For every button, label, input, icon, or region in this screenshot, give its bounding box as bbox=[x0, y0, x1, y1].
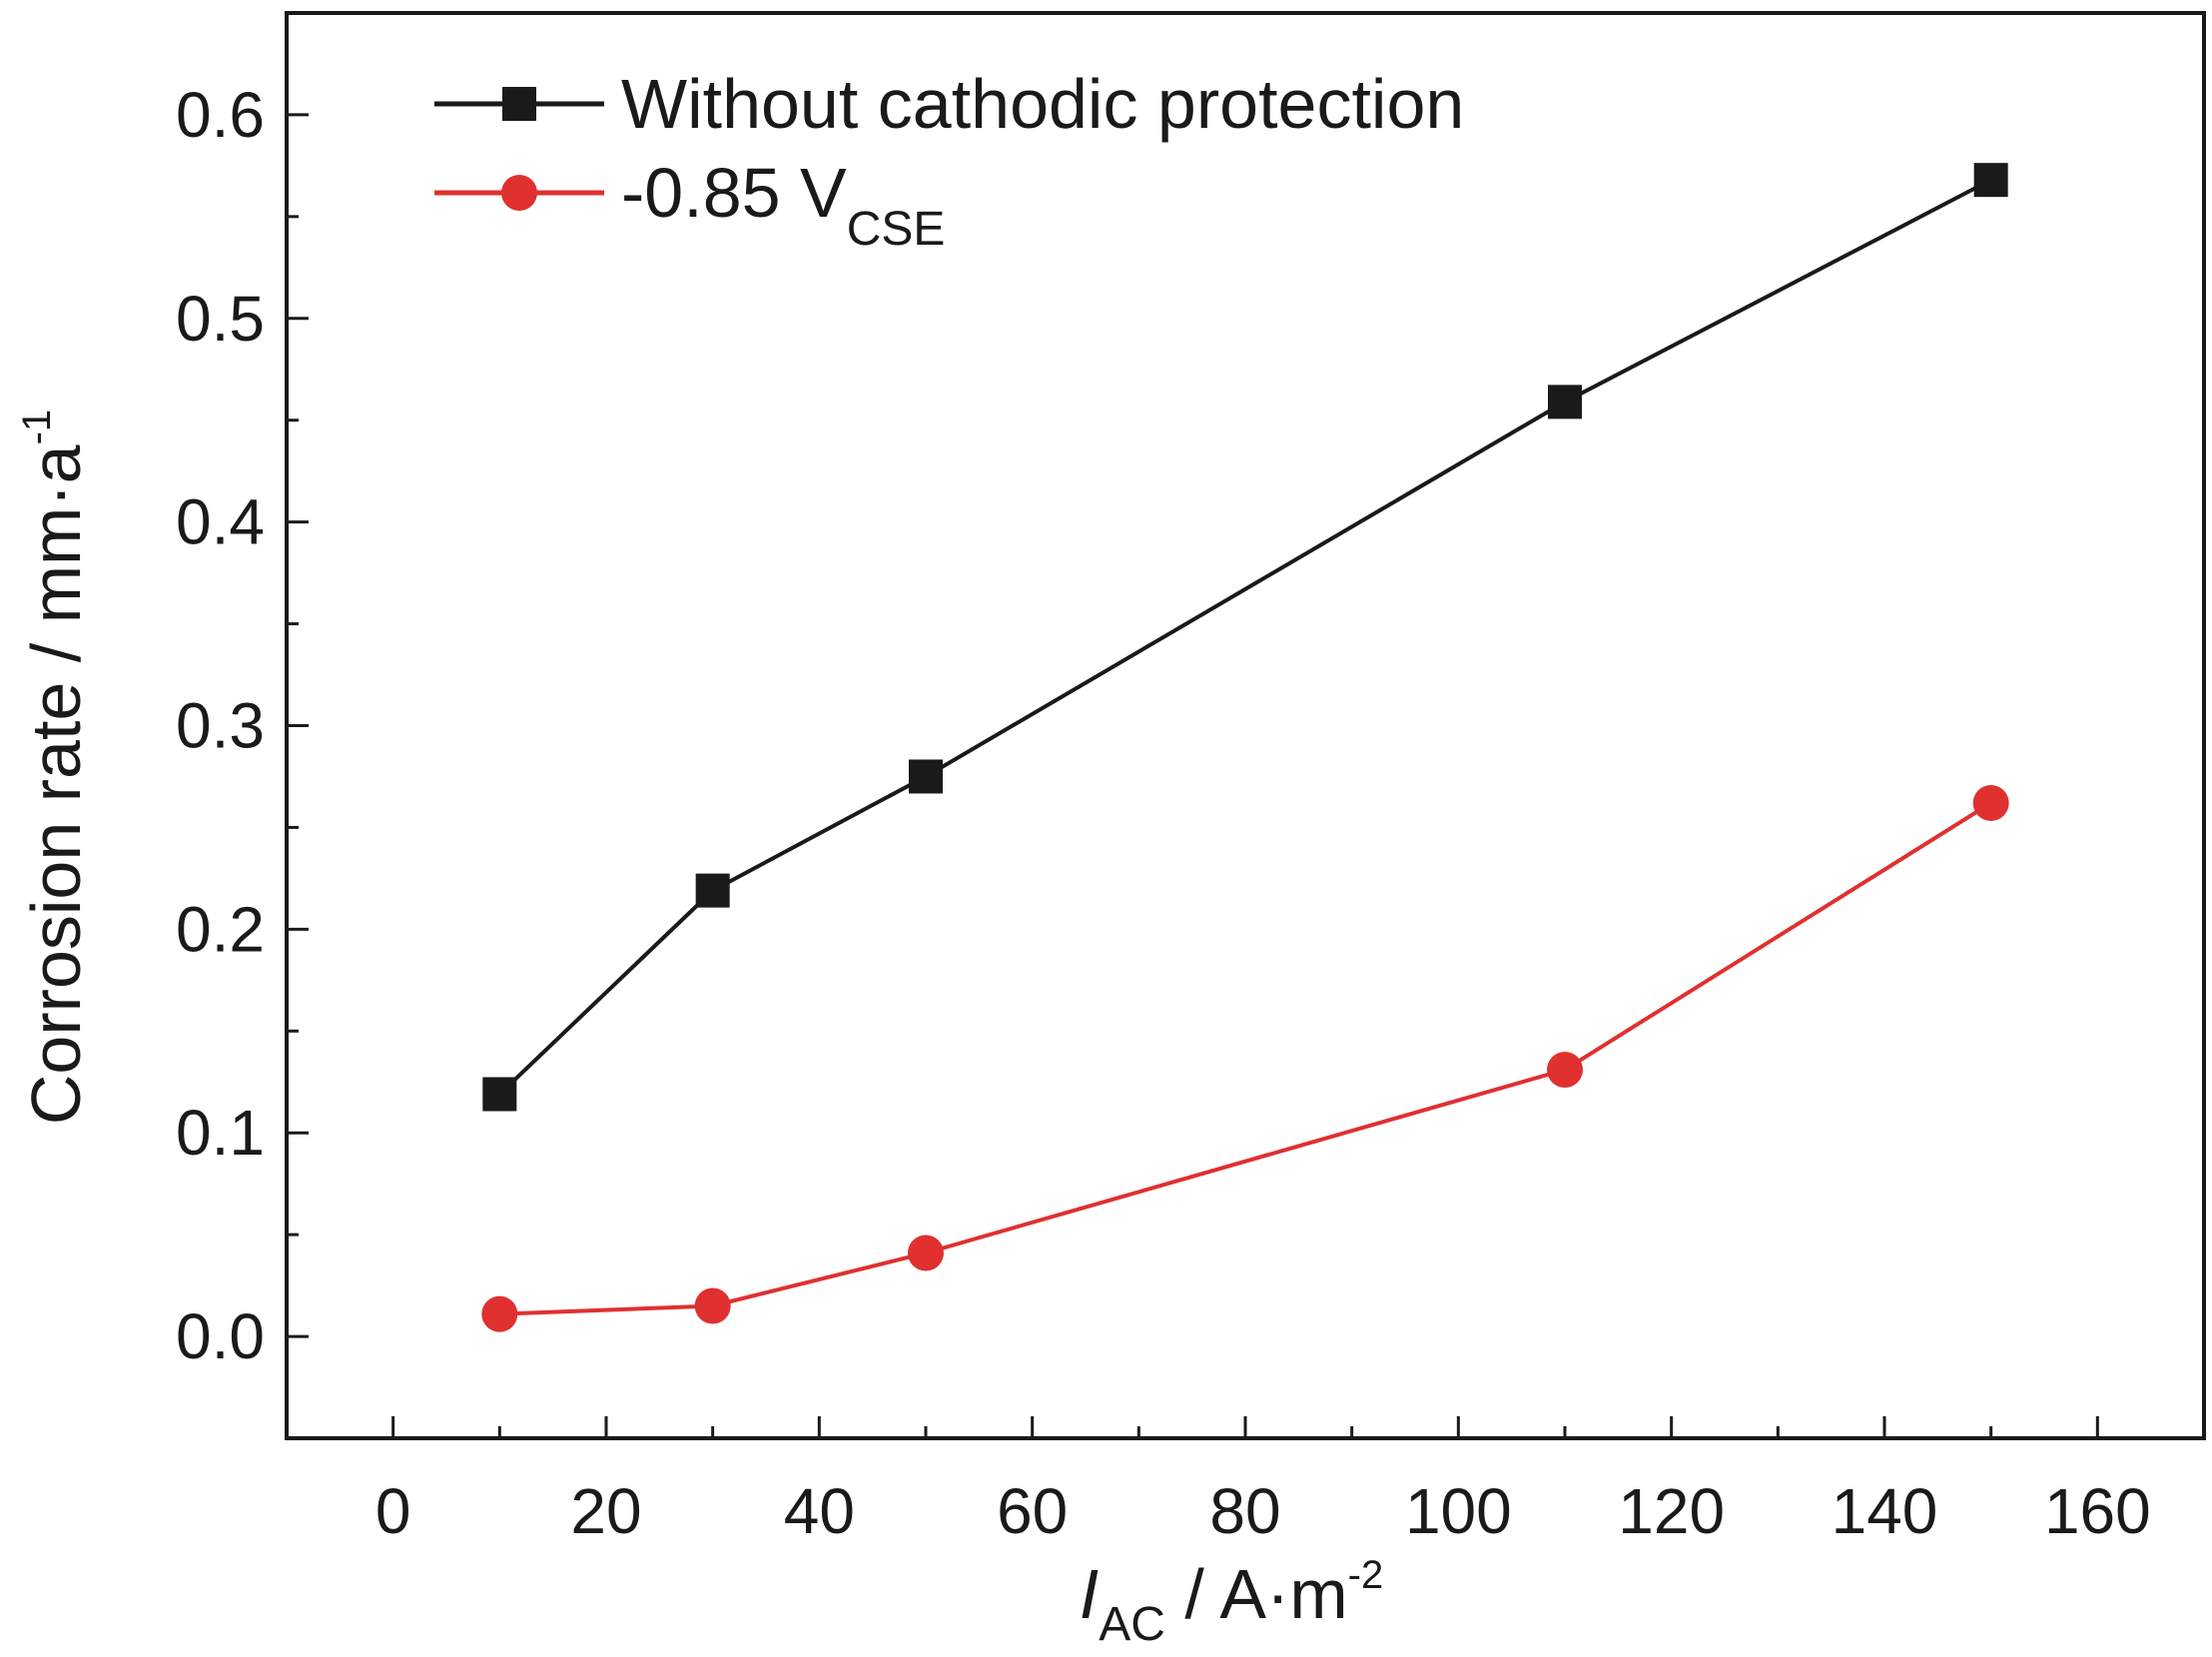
legend: Without cathodic protection -0.85 VCSE bbox=[434, 65, 1464, 256]
y-axis-title-superscript: -1 bbox=[15, 410, 59, 445]
series-1-line bbox=[497, 178, 1992, 1096]
data-point-square bbox=[1973, 163, 2008, 198]
legend-marker-series-1 bbox=[502, 87, 536, 121]
x-tick-label: 20 bbox=[570, 1475, 641, 1547]
series-2 bbox=[481, 784, 2009, 1332]
axis-ticks bbox=[287, 113, 2099, 1438]
data-series bbox=[481, 163, 2009, 1332]
legend-marker-series-2 bbox=[501, 175, 537, 211]
x-axis-title-text: / A·m bbox=[1165, 1555, 1348, 1633]
x-tick-label: 100 bbox=[1405, 1475, 1512, 1547]
x-axis-title-superscript: -2 bbox=[1348, 1553, 1384, 1597]
plot-frame bbox=[285, 11, 2206, 1440]
legend-label-series-2-main: -0.85 V bbox=[621, 154, 847, 232]
data-point-circle bbox=[1547, 1052, 1583, 1089]
x-tick-label: 120 bbox=[1618, 1475, 1725, 1547]
x-tick-label: 0 bbox=[375, 1475, 411, 1547]
y-axis-title-text: Corrosion rate / mm·a bbox=[17, 444, 95, 1125]
y-tick-label: 0.4 bbox=[176, 486, 265, 558]
y-tick-label: 0.6 bbox=[176, 79, 265, 151]
y-tick-label: 0.3 bbox=[176, 690, 265, 762]
x-axis-title-subscript: AC bbox=[1099, 1598, 1165, 1651]
y-tick-label: 0.0 bbox=[176, 1300, 265, 1372]
x-tick-label: 60 bbox=[997, 1475, 1068, 1547]
axis-tick-labels: 0 20 40 60 80 100 120 140 160 0.0 0.1 0.2 0.3 0.4 0.5 0… bbox=[176, 79, 2151, 1547]
y-tick-label: 0.5 bbox=[176, 283, 265, 355]
data-point-circle bbox=[908, 1235, 944, 1271]
data-point-circle bbox=[481, 1295, 518, 1332]
data-point-square bbox=[482, 1077, 517, 1112]
data-point-circle bbox=[694, 1287, 731, 1324]
y-tick-label: 0.1 bbox=[176, 1097, 265, 1169]
legend-label-series-1: Without cathodic protection bbox=[621, 65, 1464, 143]
x-tick-label: 40 bbox=[784, 1475, 855, 1547]
x-tick-label: 140 bbox=[1832, 1475, 1938, 1547]
x-tick-label: 80 bbox=[1209, 1475, 1280, 1547]
series-1 bbox=[482, 163, 2008, 1112]
x-axis-title: IAC / A·m-2 bbox=[1080, 1553, 1384, 1651]
data-point-square bbox=[909, 759, 943, 794]
y-axis-title: Corrosion rate / mm·a-1 bbox=[15, 410, 95, 1125]
x-tick-label: 160 bbox=[2044, 1475, 2151, 1547]
y-tick-label: 0.2 bbox=[176, 893, 265, 965]
legend-label-series-2: -0.85 VCSE bbox=[621, 154, 945, 256]
data-point-square bbox=[1548, 385, 1582, 419]
legend-label-series-2-subscript: CSE bbox=[847, 203, 946, 256]
x-axis-title-symbol: I bbox=[1080, 1555, 1099, 1633]
data-point-circle bbox=[1972, 784, 2009, 821]
data-point-square bbox=[695, 873, 730, 908]
